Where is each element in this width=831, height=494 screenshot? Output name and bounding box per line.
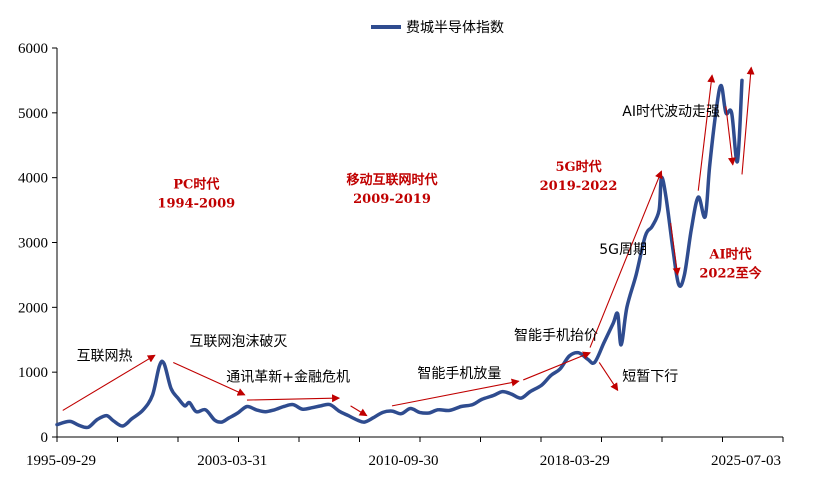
annotation-label: 智能手机抬价	[514, 328, 598, 344]
y-tick-label: 4000	[18, 171, 48, 187]
trend-arrow	[697, 74, 716, 191]
x-tick-label: 2025-07-03	[711, 453, 781, 469]
era-label: 2009-2019	[353, 192, 431, 207]
trend-arrow	[391, 378, 520, 407]
era-label: 2019-2022	[540, 179, 618, 194]
arrows-layer	[62, 66, 755, 417]
trend-arrow	[62, 354, 156, 411]
annotation-label: AI时代波动走强	[622, 104, 720, 120]
annotation-label: 短暂下行	[622, 369, 678, 385]
axes: 0 1000 2000 3000 4000 5000 6000 1995-09-29 2003-…	[18, 41, 784, 469]
legend: 费城半导体指数	[371, 20, 504, 36]
trend-arrow	[246, 394, 341, 403]
annotation-label: 通讯革新+金融危机	[226, 370, 350, 386]
x-tick-label: 2010-09-30	[369, 453, 439, 469]
x-tick-label: 2003-03-31	[197, 453, 267, 469]
trend-arrow	[173, 361, 246, 396]
era-label: 移动互联网时代	[347, 172, 438, 188]
era-label: 2022至今	[699, 266, 762, 282]
annotation-label: 互联网泡沫破灭	[189, 334, 287, 350]
y-tick-label: 3000	[18, 236, 48, 252]
trend-arrow	[725, 106, 736, 166]
trend-arrow	[589, 170, 663, 348]
trend-arrow	[598, 362, 619, 392]
y-tick-label: 6000	[18, 41, 48, 57]
trend-arrow	[670, 222, 681, 276]
legend-label: 费城半导体指数	[406, 20, 504, 36]
trend-arrow	[523, 351, 591, 381]
y-tick-label: 0	[41, 430, 49, 446]
era-label: AI时代	[708, 247, 751, 263]
y-tick-label: 2000	[18, 300, 48, 316]
x-tick-label: 1995-09-29	[26, 453, 96, 469]
era-label: 5G时代	[555, 159, 601, 175]
y-tick-label: 1000	[18, 365, 48, 381]
annotation-label: 智能手机放量	[417, 366, 501, 382]
trend-arrow	[741, 66, 755, 175]
y-tick-label: 5000	[18, 106, 48, 122]
annotation-label: 5G周期	[599, 242, 647, 258]
x-tick-label: 2018-03-29	[540, 453, 610, 469]
era-label: 1994-2009	[157, 196, 235, 211]
annotation-label: 互联网热	[77, 348, 133, 364]
trend-arrow	[350, 405, 368, 417]
era-label: PC时代	[173, 177, 219, 193]
